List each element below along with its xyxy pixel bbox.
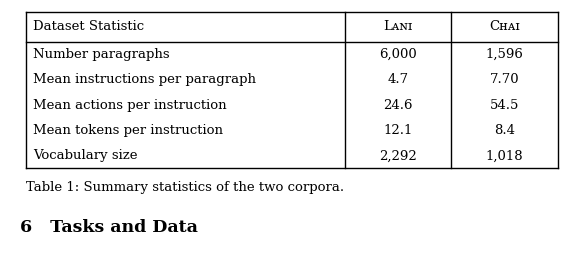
Text: 6   Tasks and Data: 6 Tasks and Data <box>20 219 198 236</box>
Text: 4.7: 4.7 <box>388 74 408 86</box>
Text: 7.70: 7.70 <box>490 74 519 86</box>
Text: 1,596: 1,596 <box>486 48 524 61</box>
Text: Table 1: Summary statistics of the two corpora.: Table 1: Summary statistics of the two c… <box>26 181 344 194</box>
Text: Mean tokens per instruction: Mean tokens per instruction <box>33 124 223 137</box>
Text: Mean instructions per paragraph: Mean instructions per paragraph <box>33 74 256 86</box>
Text: 6,000: 6,000 <box>379 48 417 61</box>
Text: 2,292: 2,292 <box>379 149 417 162</box>
Text: Vocabulary size: Vocabulary size <box>33 149 137 162</box>
Text: Dataset Statistic: Dataset Statistic <box>33 20 144 33</box>
Text: 1,018: 1,018 <box>486 149 523 162</box>
Text: 24.6: 24.6 <box>383 99 413 112</box>
Text: Mean actions per instruction: Mean actions per instruction <box>33 99 226 112</box>
Text: Number paragraphs: Number paragraphs <box>33 48 169 61</box>
Text: Lᴀɴɪ: Lᴀɴɪ <box>384 20 412 33</box>
Text: Cʜᴀɪ: Cʜᴀɪ <box>489 20 520 33</box>
Text: 12.1: 12.1 <box>384 124 413 137</box>
Text: 8.4: 8.4 <box>494 124 515 137</box>
Text: 54.5: 54.5 <box>490 99 519 112</box>
